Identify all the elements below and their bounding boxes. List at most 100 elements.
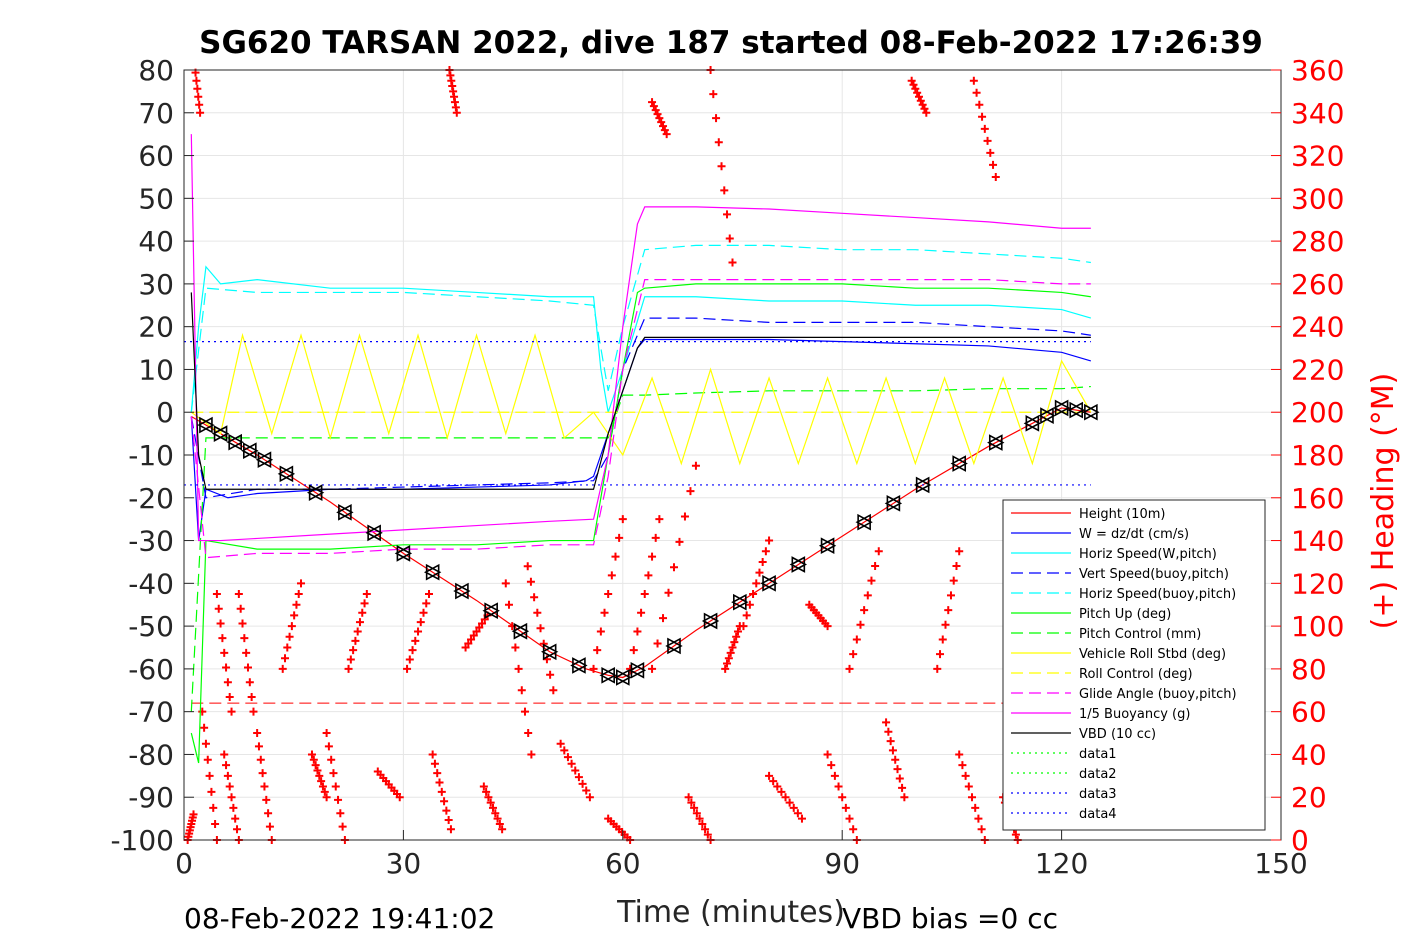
heading-point — [472, 627, 481, 636]
heading-point — [922, 108, 931, 117]
heading-point — [703, 830, 712, 839]
heading-point — [311, 761, 320, 770]
heading-point — [728, 643, 737, 652]
heading-point — [256, 755, 265, 764]
heading-point — [653, 639, 662, 648]
heading-point — [546, 670, 555, 679]
heading-point — [209, 803, 218, 812]
heading-point — [281, 654, 290, 663]
heading-point — [933, 664, 942, 673]
y2-tick-label: 300 — [1291, 182, 1344, 215]
y-tick-label: -90 — [128, 781, 174, 814]
depth-marker-up — [213, 425, 230, 442]
heading-point — [278, 664, 287, 673]
heading-point — [297, 579, 306, 588]
heading-point — [292, 600, 301, 609]
heading-point — [424, 590, 433, 599]
heading-point — [193, 84, 202, 93]
x-tick-label: 120 — [1035, 847, 1088, 880]
heading-point — [633, 627, 642, 636]
depth-marker-up — [425, 563, 442, 581]
heading-point — [318, 782, 327, 791]
heading-point — [478, 619, 487, 628]
heading-point — [530, 593, 539, 602]
heading-point — [653, 110, 662, 119]
x-tick-label: 150 — [1254, 847, 1307, 880]
heading-point — [680, 512, 689, 521]
heading-point — [823, 750, 832, 759]
heading-point — [797, 814, 806, 823]
heading-point — [351, 636, 360, 645]
heading-point — [523, 562, 532, 571]
heading-point — [416, 618, 425, 627]
heading-point — [1011, 830, 1020, 839]
legend-label: data2 — [1079, 767, 1117, 782]
heading-point — [329, 769, 338, 778]
depth-marker-up — [733, 593, 749, 611]
heading-point — [349, 646, 358, 655]
heading-point — [789, 803, 798, 812]
heading-point — [231, 814, 240, 823]
heading-point — [533, 608, 542, 617]
depth-marker-up — [455, 582, 471, 600]
heading-point — [964, 782, 973, 791]
legend-label: W = dz/dt (cm/s) — [1079, 527, 1189, 542]
heading-point — [236, 604, 245, 613]
legend-label: Horiz Speed(W,pitch) — [1079, 547, 1217, 562]
heading-point — [871, 561, 880, 570]
heading-point — [511, 643, 520, 652]
heading-point — [238, 619, 247, 628]
heading-point — [353, 627, 362, 636]
heading-point — [971, 803, 980, 812]
y-tick-label: -50 — [128, 610, 174, 643]
heading-point — [660, 126, 669, 135]
heading-point — [247, 692, 256, 701]
heading-point — [600, 608, 609, 617]
heading-point — [446, 825, 455, 834]
heading-point — [662, 130, 671, 139]
heading-point — [524, 729, 533, 738]
heading-point — [955, 750, 964, 759]
heading-point — [192, 76, 201, 85]
heading-point — [223, 771, 232, 780]
series-line — [190, 385, 1091, 712]
heading-point — [461, 643, 470, 652]
heading-point — [309, 755, 318, 764]
heading-point — [290, 611, 299, 620]
heading-point — [651, 106, 660, 115]
heading-point — [198, 707, 207, 716]
heading-point — [721, 664, 730, 673]
heading-point — [437, 787, 446, 796]
heading-point — [986, 148, 995, 157]
heading-point — [355, 618, 364, 627]
y-tick-label: -40 — [128, 567, 174, 600]
heading-point — [452, 108, 461, 117]
y-tick-label: -70 — [128, 696, 174, 729]
heading-point — [223, 678, 232, 687]
heading-point — [745, 600, 754, 609]
heading-point — [958, 761, 967, 770]
heading-point — [207, 787, 216, 796]
heading-point — [240, 634, 249, 643]
heading-point — [317, 777, 326, 786]
heading-point — [717, 162, 726, 171]
y-tick-label: 40 — [138, 225, 174, 258]
heading-point — [222, 761, 231, 770]
y-tick-label: 0 — [156, 396, 174, 429]
legend-label: Roll Control (deg) — [1079, 667, 1193, 682]
heading-point — [560, 746, 569, 755]
heading-point — [856, 620, 865, 629]
depth-marker-up — [886, 494, 903, 512]
heading-point — [765, 771, 774, 780]
chart-title: SG620 TARSAN 2022, dive 187 started 08-F… — [199, 25, 1263, 61]
heading-point — [637, 608, 646, 617]
y-tick-label: -60 — [128, 653, 174, 686]
heading-point — [669, 563, 678, 572]
heading-point — [867, 576, 876, 585]
heading-point — [205, 771, 214, 780]
heading-point — [893, 765, 902, 774]
depth-marker-up — [762, 574, 778, 592]
depth-marker-up — [601, 666, 617, 684]
heading-point — [220, 648, 229, 657]
y-tick-label: -30 — [128, 525, 174, 558]
